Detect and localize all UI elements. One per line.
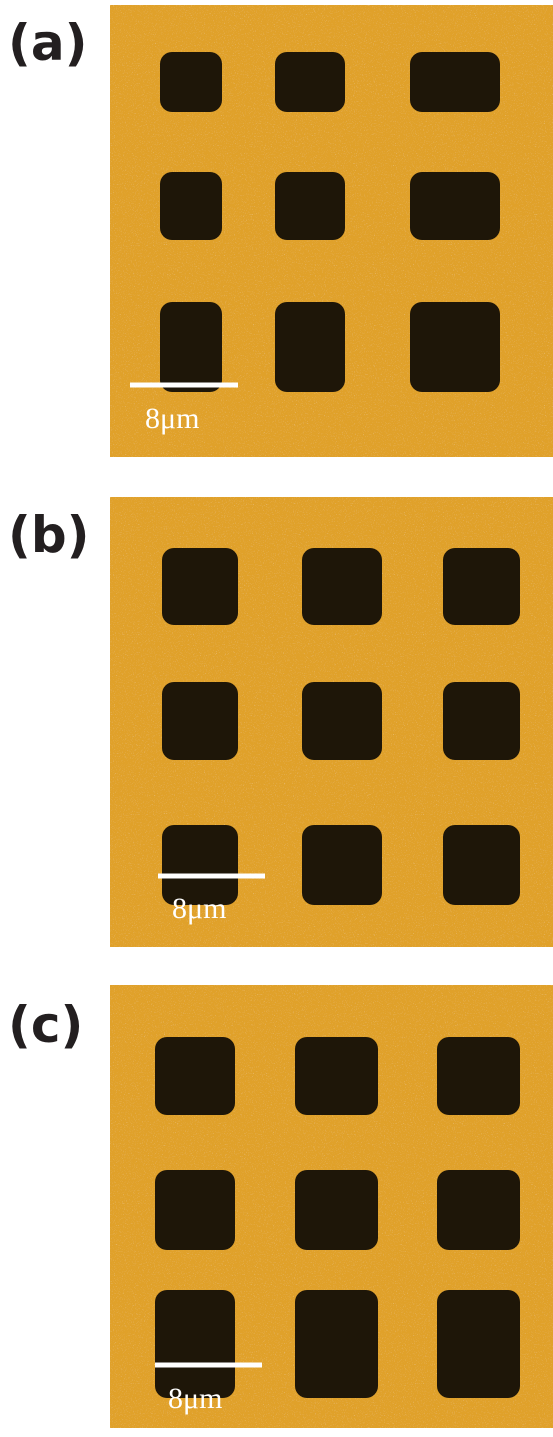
panel: (b) 8μm bbox=[8, 497, 553, 947]
pattern-square bbox=[275, 172, 345, 240]
pattern-square bbox=[162, 548, 238, 625]
pattern-square bbox=[295, 1170, 378, 1250]
pattern-square bbox=[295, 1037, 378, 1115]
pattern-square bbox=[410, 172, 500, 240]
pattern-square bbox=[302, 548, 382, 625]
pattern-square bbox=[295, 1290, 378, 1398]
pattern-square bbox=[437, 1037, 520, 1115]
scale-bar-label: 8μm bbox=[145, 402, 199, 435]
pattern-square bbox=[160, 172, 222, 240]
panel-label: (a) bbox=[8, 14, 87, 72]
pattern-square bbox=[410, 52, 500, 112]
pattern-square bbox=[302, 825, 382, 905]
pattern-square bbox=[302, 682, 382, 760]
pattern-square bbox=[155, 1037, 235, 1115]
panel: (c) 8μm bbox=[8, 985, 553, 1428]
figure: (a) 8μm (b) 8μm (c) 8μm bbox=[0, 0, 553, 1432]
pattern-square bbox=[443, 825, 520, 905]
pattern-square bbox=[275, 302, 345, 392]
pattern-square bbox=[443, 682, 520, 760]
pattern-square bbox=[160, 52, 222, 112]
scale-bar-label: 8μm bbox=[168, 1382, 222, 1415]
pattern-square bbox=[437, 1170, 520, 1250]
scale-bar-label: 8μm bbox=[172, 892, 226, 925]
pattern-square bbox=[155, 1170, 235, 1250]
panel-label: (c) bbox=[8, 996, 83, 1054]
pattern-square bbox=[162, 682, 238, 760]
pattern-square bbox=[160, 302, 222, 392]
pattern-square bbox=[275, 52, 345, 112]
panel: (a) 8μm bbox=[8, 5, 553, 457]
pattern-square bbox=[443, 548, 520, 625]
panel-label: (b) bbox=[8, 506, 90, 564]
pattern-square bbox=[437, 1290, 520, 1398]
pattern-square bbox=[410, 302, 500, 392]
